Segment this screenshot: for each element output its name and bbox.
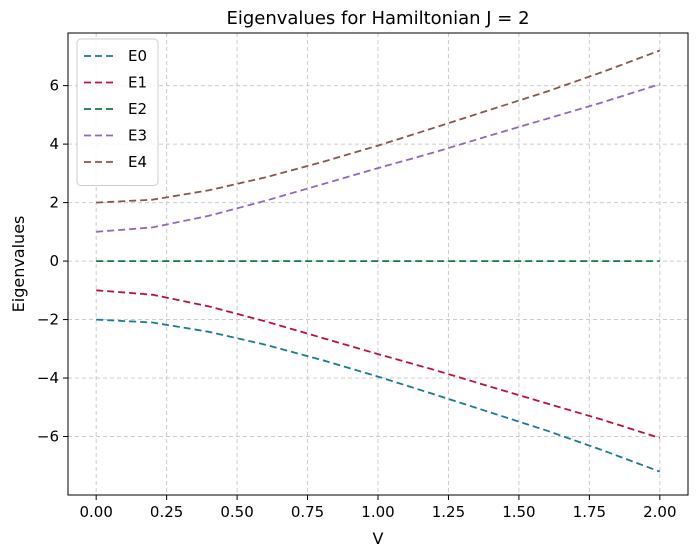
legend-box [76, 38, 159, 186]
x-tick-label: 0.25 [150, 503, 183, 521]
grid [68, 33, 688, 495]
series-line-e3 [96, 83, 661, 233]
legend-label-e4: E4 [128, 153, 147, 171]
series-line-e4 [96, 49, 661, 204]
legend-label-e1: E1 [128, 74, 147, 92]
y-tick-label: −6 [37, 428, 59, 446]
x-tick-label: 1.25 [432, 503, 465, 521]
x-tick-label: 1.75 [573, 503, 606, 521]
x-tick-label: 1.00 [361, 503, 394, 521]
y-axis-ticks: −6 −4 −2 0 2 4 6 [37, 77, 68, 446]
y-tick-label: −2 [37, 311, 59, 329]
x-tick-label: 0.00 [79, 503, 112, 521]
y-tick-label: −4 [37, 369, 59, 387]
chart-title: Eigenvalues for Hamiltonian J = 2 [226, 8, 529, 29]
x-tick-label: 0.50 [220, 503, 253, 521]
y-tick-label: 4 [49, 135, 59, 153]
x-tick-label: 0.75 [291, 503, 324, 521]
y-axis-label: Eigenvalues [9, 216, 28, 313]
y-tick-label: 0 [49, 252, 59, 270]
x-tick-label: 1.50 [502, 503, 535, 521]
legend: E0 E1 E2 E3 E4 [76, 38, 159, 186]
y-tick-label: 2 [49, 194, 59, 212]
x-tick-label: 2.00 [643, 503, 676, 521]
y-tick-label: 6 [49, 77, 59, 95]
legend-label-e2: E2 [128, 100, 147, 118]
series-lines [96, 49, 661, 473]
series-line-e1 [96, 289, 661, 439]
series-line-e0 [96, 318, 661, 473]
x-axis-label: V [373, 529, 384, 548]
x-axis-ticks: 0.00 0.25 0.50 0.75 1.00 1.25 1.50 1.75 2.00 [79, 495, 677, 521]
legend-label-e0: E0 [128, 47, 147, 65]
legend-label-e3: E3 [128, 127, 147, 145]
